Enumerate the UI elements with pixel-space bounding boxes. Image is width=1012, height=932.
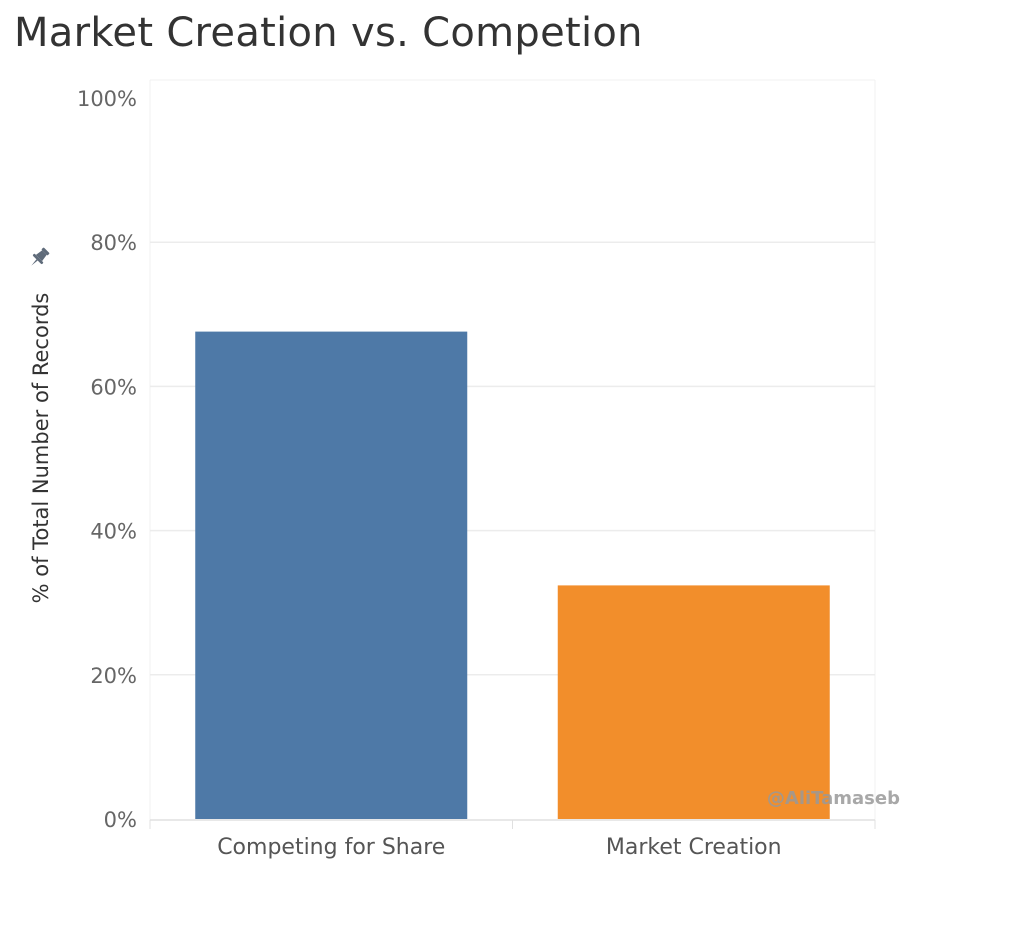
x-tick-label: Market Creation: [606, 835, 782, 860]
pin-icon[interactable]: [26, 245, 52, 271]
y-tick-label: 100%: [77, 87, 137, 111]
y-tick-label: 60%: [90, 375, 137, 399]
x-tick-label: Competing for Share: [217, 835, 445, 860]
bar[interactable]: [557, 585, 830, 819]
watermark: @AliTamaseb: [767, 788, 900, 809]
y-tick-label: 0%: [104, 808, 137, 832]
y-tick-label: 80%: [90, 231, 137, 255]
bar[interactable]: [195, 331, 468, 819]
y-tick-label: 40%: [90, 520, 137, 544]
chart-title: Market Creation vs. Competion: [14, 10, 643, 56]
y-tick-label: 20%: [90, 664, 137, 688]
